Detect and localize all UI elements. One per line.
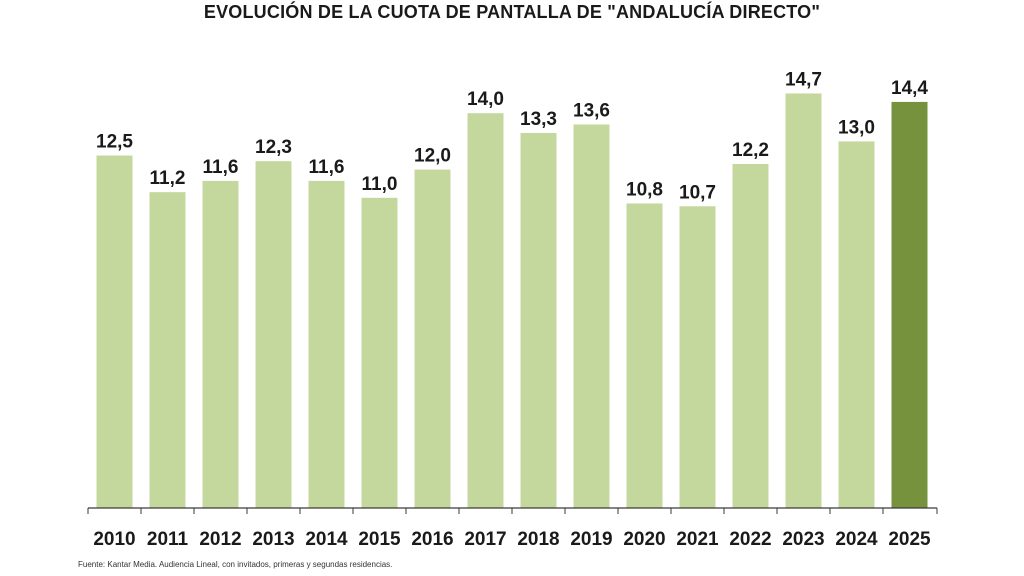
chart-title: EVOLUCIÓN DE LA CUOTA DE PANTALLA DE "AN… bbox=[203, 2, 821, 22]
data-label-2018: 13,3 bbox=[520, 109, 557, 130]
x-tick-label-2025: 2025 bbox=[888, 529, 931, 550]
bar-2024 bbox=[838, 141, 875, 508]
x-tick-label-2013: 2013 bbox=[252, 529, 294, 550]
source-footnote: Fuente: Kantar Media. Audiencia Lineal, … bbox=[78, 560, 393, 569]
data-label-2021: 10,7 bbox=[679, 182, 716, 203]
bar-2020 bbox=[626, 203, 663, 508]
bar-2012 bbox=[202, 180, 239, 508]
data-label-2013: 12,3 bbox=[255, 137, 292, 158]
bar-2017 bbox=[467, 113, 504, 508]
x-tick-label-2022: 2022 bbox=[729, 529, 771, 550]
bar-2025 bbox=[891, 101, 928, 509]
data-label-2024: 13,0 bbox=[838, 117, 875, 138]
x-tick-label-2010: 2010 bbox=[93, 529, 135, 550]
x-tick-label-2020: 2020 bbox=[623, 529, 665, 550]
data-label-2010: 12,5 bbox=[96, 132, 133, 153]
bar-2011 bbox=[149, 192, 186, 508]
data-label-2011: 11,2 bbox=[150, 168, 186, 189]
x-tick-label-2019: 2019 bbox=[570, 529, 612, 550]
data-label-2025: 14,4 bbox=[891, 78, 928, 99]
bar-2019 bbox=[573, 124, 610, 508]
bar-2021 bbox=[679, 206, 716, 508]
bar-2016 bbox=[414, 169, 451, 508]
data-label-2016: 12,0 bbox=[414, 146, 451, 167]
x-tick-label-2024: 2024 bbox=[835, 529, 878, 550]
x-tick-label-2023: 2023 bbox=[782, 529, 824, 550]
data-label-2022: 12,2 bbox=[732, 140, 769, 161]
x-tick-label-2015: 2015 bbox=[358, 529, 401, 550]
data-label-2012: 11,6 bbox=[203, 157, 239, 178]
x-tick-label-2016: 2016 bbox=[411, 529, 453, 550]
bar-2010 bbox=[96, 155, 133, 508]
bar-2015 bbox=[361, 197, 398, 509]
data-label-2019: 13,6 bbox=[573, 100, 610, 121]
data-label-2015: 11,0 bbox=[362, 174, 398, 195]
data-label-2017: 14,0 bbox=[467, 89, 504, 110]
bar-2014 bbox=[308, 180, 345, 508]
x-tick-label-2014: 2014 bbox=[305, 529, 348, 550]
x-tick-label-2021: 2021 bbox=[676, 529, 719, 550]
bar-2023 bbox=[785, 93, 822, 509]
bar-2013 bbox=[255, 161, 292, 508]
x-tick-label-2018: 2018 bbox=[517, 529, 559, 550]
bar-2018 bbox=[520, 132, 557, 508]
data-label-2020: 10,8 bbox=[626, 179, 663, 200]
x-tick-label-2012: 2012 bbox=[199, 529, 241, 550]
data-label-2023: 14,7 bbox=[785, 69, 822, 90]
data-label-2014: 11,6 bbox=[309, 157, 345, 178]
bar-2022 bbox=[732, 163, 769, 508]
x-tick-label-2017: 2017 bbox=[464, 529, 506, 550]
x-tick-label-2011: 2011 bbox=[147, 529, 189, 550]
